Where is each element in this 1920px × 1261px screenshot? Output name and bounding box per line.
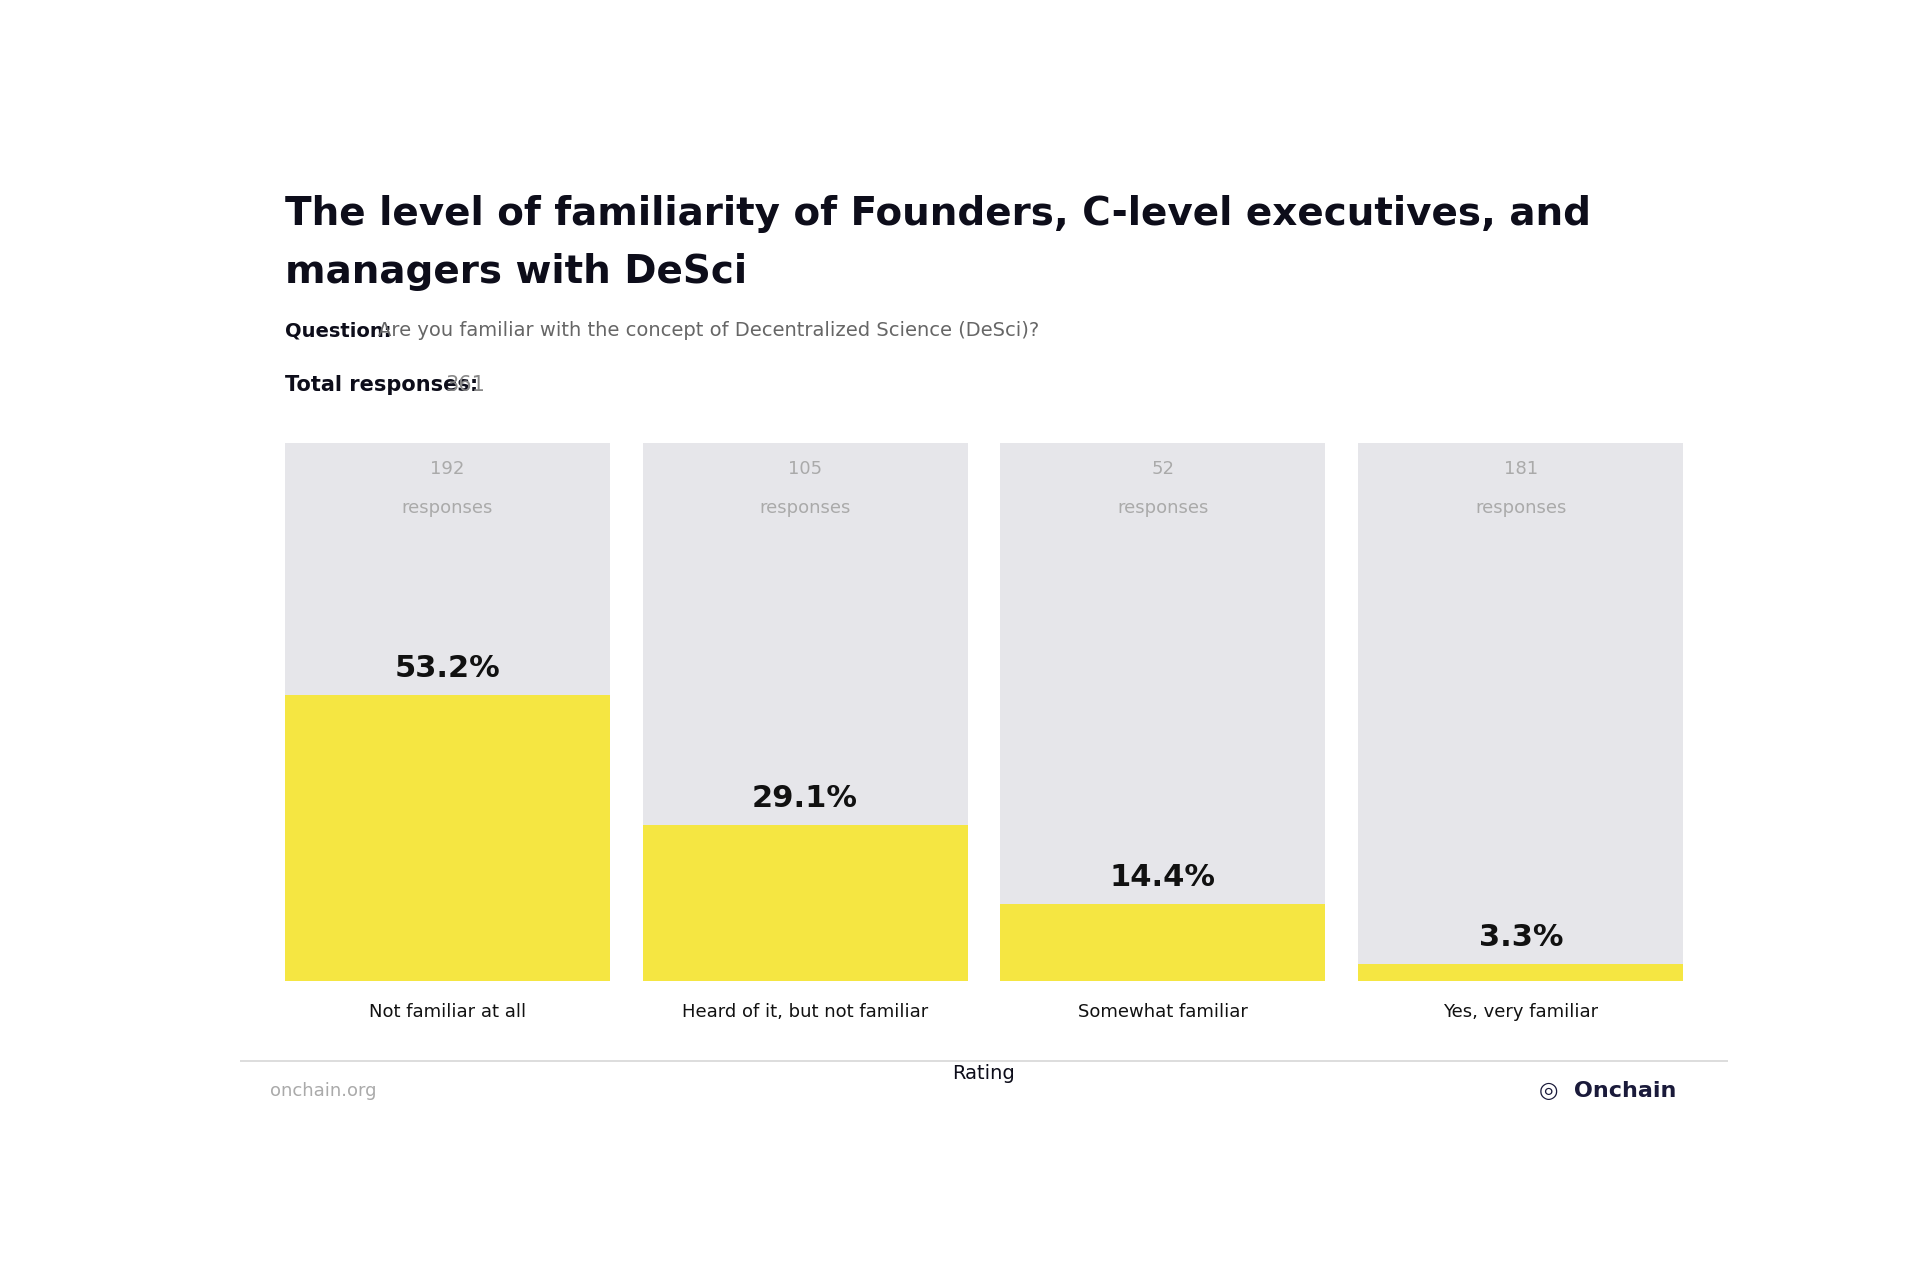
Bar <box>1357 963 1684 981</box>
Text: 52: 52 <box>1152 460 1175 478</box>
Text: Yes, very familiar: Yes, very familiar <box>1444 1002 1597 1021</box>
Text: responses: responses <box>1475 499 1567 517</box>
Bar <box>1000 443 1325 981</box>
Text: Are you familiar with the concept of Decentralized Science (DeSci)?: Are you familiar with the concept of Dec… <box>378 322 1039 340</box>
Text: 105: 105 <box>787 460 822 478</box>
Text: 29.1%: 29.1% <box>753 784 858 813</box>
Text: Somewhat familiar: Somewhat familiar <box>1077 1002 1248 1021</box>
Bar <box>643 443 968 981</box>
Text: 14.4%: 14.4% <box>1110 864 1215 893</box>
Text: ◎  Onchain: ◎ Onchain <box>1538 1081 1676 1101</box>
Text: 181: 181 <box>1503 460 1538 478</box>
Text: Rating: Rating <box>952 1064 1016 1083</box>
Bar <box>1357 443 1684 981</box>
Text: responses: responses <box>401 499 493 517</box>
Text: responses: responses <box>1117 499 1208 517</box>
Text: 192: 192 <box>430 460 465 478</box>
Bar <box>284 695 611 981</box>
Text: Total responses:: Total responses: <box>284 375 478 395</box>
Text: 361: 361 <box>445 375 486 395</box>
Text: Heard of it, but not familiar: Heard of it, but not familiar <box>682 1002 927 1021</box>
Bar <box>1000 904 1325 981</box>
Text: Question:: Question: <box>284 322 392 340</box>
Bar <box>284 443 611 981</box>
Text: Not familiar at all: Not familiar at all <box>369 1002 526 1021</box>
Text: 3.3%: 3.3% <box>1478 923 1563 952</box>
Text: managers with DeSci: managers with DeSci <box>284 253 747 291</box>
Text: responses: responses <box>760 499 851 517</box>
Text: onchain.org: onchain.org <box>269 1082 376 1100</box>
Bar <box>643 825 968 981</box>
Text: 53.2%: 53.2% <box>394 654 499 683</box>
Text: The level of familiarity of Founders, C-level executives, and: The level of familiarity of Founders, C-… <box>284 195 1590 233</box>
Bar <box>240 1061 1728 1062</box>
